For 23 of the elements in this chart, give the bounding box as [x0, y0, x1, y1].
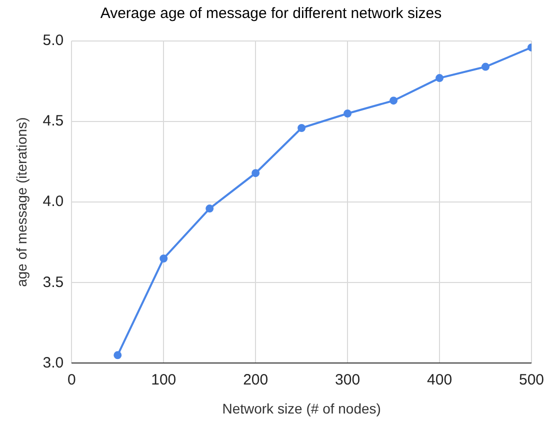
x-tick-label: 200 — [243, 371, 268, 388]
point — [344, 109, 352, 118]
point — [114, 351, 122, 360]
point — [252, 169, 260, 178]
point — [482, 62, 490, 71]
x-tick-label: 500 — [518, 371, 544, 388]
point — [160, 254, 168, 262]
y-tick-label: 3.5 — [42, 274, 64, 291]
x-axis-title: Network size (# of nodes) — [222, 400, 381, 416]
y-tick-label: 4.0 — [42, 193, 64, 210]
point — [436, 74, 444, 82]
point — [390, 96, 398, 105]
x-tick-label: 400 — [427, 371, 452, 388]
chart-title: Average age of message for different network sizes — [100, 5, 442, 22]
point — [206, 204, 214, 213]
x-tick-label: 300 — [335, 371, 360, 388]
y-axis-title: age of message (iterations) — [13, 117, 30, 287]
x-tick-label: 100 — [151, 371, 176, 388]
y-tick-label: 3.0 — [42, 354, 64, 372]
y-tick-label: 5.0 — [42, 32, 64, 50]
point — [298, 124, 306, 132]
y-tick-label: 4.5 — [42, 112, 64, 130]
x-tick-label: 0 — [67, 371, 76, 388]
